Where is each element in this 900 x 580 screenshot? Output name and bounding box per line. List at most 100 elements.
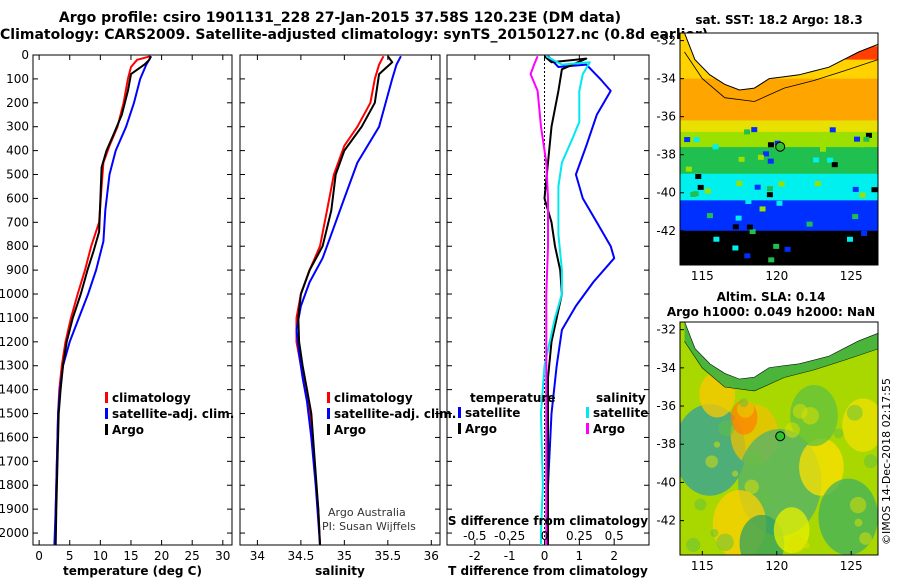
- y-tick-label: 1300: [0, 359, 29, 373]
- y-tick-label: 1900: [0, 502, 29, 516]
- profile-panel-1: 0100200300400500600700800900100011001200…: [0, 48, 233, 578]
- map1-title: sat. SST: 18.2 Argo: 18.3: [695, 13, 862, 27]
- map-y-tick-label: -40: [656, 186, 676, 200]
- x-tick-label: -1: [504, 549, 516, 563]
- sla-texture: [859, 532, 872, 545]
- sst-pixel: [695, 174, 702, 180]
- profile-panel-3: -2 -1 0 1 2T difference from climatology: [446, 54, 650, 578]
- shelf-mask: [684, 322, 878, 391]
- credit-line1: Argo Australia: [328, 506, 406, 519]
- map-x-tick-label: 120: [765, 559, 788, 573]
- sst-pixel: [744, 253, 751, 259]
- land-area: [680, 33, 878, 90]
- x-tick-label: 30: [215, 549, 230, 563]
- map-y-tick-label: -42: [656, 224, 676, 238]
- y-tick-label: 1800: [0, 478, 29, 492]
- x-tick-label: 35.5: [374, 549, 401, 563]
- sst-pixel: [829, 127, 836, 133]
- sla-texture: [744, 479, 759, 495]
- y-tick-label: 900: [6, 263, 29, 277]
- y-tick-label: 700: [6, 215, 29, 229]
- sla-texture: [784, 422, 800, 438]
- map-panel-2: -32 -34 -36 -38 -40 -42 115 120 125: [656, 321, 879, 573]
- legend-swatch: [327, 392, 330, 403]
- sst-pixel: [814, 181, 821, 187]
- sla-texture: [792, 403, 808, 419]
- argo-float-marker: [775, 141, 786, 152]
- map-y-tick-label: -34: [656, 361, 676, 375]
- sst-band: [680, 78, 878, 122]
- sst-pixel: [713, 236, 720, 242]
- y-tick-label: 1000: [0, 287, 29, 301]
- sst-pixel: [751, 127, 758, 133]
- s-diff-tick-label: 0: [541, 529, 549, 543]
- sst-pixel: [766, 192, 773, 198]
- sst-band: [680, 173, 878, 202]
- map-y-tick-label: -36: [656, 110, 676, 124]
- sst-pixel: [871, 187, 878, 193]
- sst-pixel: [767, 158, 774, 164]
- sla-texture: [713, 441, 721, 448]
- x-tick-label: 36: [424, 549, 439, 563]
- map-frame: [679, 321, 879, 556]
- y-tick-label: 0: [21, 48, 29, 62]
- sst-pixel: [685, 166, 692, 172]
- legend-swatch: [105, 408, 108, 419]
- sst-pixel: [749, 229, 756, 235]
- map-y-tick-label: -38: [656, 148, 676, 162]
- title-line1: Argo profile: csiro 1901131_228 27-Jan-2…: [58, 10, 622, 26]
- legend-swatch: [327, 408, 330, 419]
- sst-pixel: [865, 132, 872, 138]
- x-tick-label: 0: [541, 549, 549, 563]
- y-tick-label: 400: [6, 144, 29, 158]
- panel-frame: [239, 54, 441, 546]
- x-tick-label: 15: [123, 549, 138, 563]
- sst-pixel: [767, 142, 774, 148]
- map-x-tick-label: 125: [840, 269, 863, 283]
- x-axis-label: salinity: [315, 564, 365, 578]
- legend-label: satellite-adj. clim.: [334, 407, 456, 421]
- legend-swatch: [458, 423, 461, 434]
- sst-pixel: [712, 144, 719, 150]
- imos-timestamp-label: ©IMOS 14-Dec-2018 02:17:55: [880, 378, 893, 545]
- x-tick-label: 35: [337, 549, 352, 563]
- map-y-tick-label: -42: [656, 514, 676, 528]
- shelf-contour: [684, 51, 878, 102]
- sst-pixel: [863, 255, 870, 261]
- sst-pixel: [813, 157, 820, 163]
- series-line-2: [295, 55, 402, 546]
- sla-texture: [694, 498, 707, 511]
- legend-swatch: [327, 424, 330, 435]
- y-tick-label: 1200: [0, 335, 29, 349]
- sst-pixel: [805, 257, 812, 263]
- sst-pixel: [854, 136, 861, 142]
- map-y-tick-label: -34: [656, 72, 676, 86]
- credit-line2: PI: Susan Wijffels: [322, 520, 416, 533]
- sst-pixel: [806, 221, 813, 227]
- s-diff-tick-label: 0.5: [605, 529, 624, 543]
- sla-anomaly: [739, 514, 785, 555]
- sla-texture: [731, 470, 739, 477]
- y-tick-label: 1100: [0, 311, 29, 325]
- legend-label: satellite: [593, 406, 648, 420]
- legend-label: satellite: [465, 406, 520, 420]
- sst-pixel: [732, 224, 739, 230]
- sla-texture: [833, 428, 844, 439]
- sst-pixel: [745, 199, 752, 205]
- legend-label: Argo: [465, 422, 497, 436]
- sst-pixel: [766, 186, 773, 192]
- sst-pixel: [806, 225, 813, 231]
- sst-pixel: [852, 186, 859, 192]
- y-tick-label: 600: [6, 191, 29, 205]
- sst-pixel: [852, 214, 859, 220]
- sst-pixel: [791, 191, 798, 197]
- sst-pixel: [757, 154, 764, 160]
- sst-pixel: [857, 142, 864, 148]
- sst-pixel: [736, 180, 743, 186]
- sst-pixel: [744, 129, 751, 135]
- sla-texture: [802, 541, 810, 549]
- legend-swatch: [105, 392, 108, 403]
- sla-texture: [705, 455, 718, 468]
- y-tick-label: 100: [6, 72, 29, 86]
- x-tick-label: 0: [35, 549, 43, 563]
